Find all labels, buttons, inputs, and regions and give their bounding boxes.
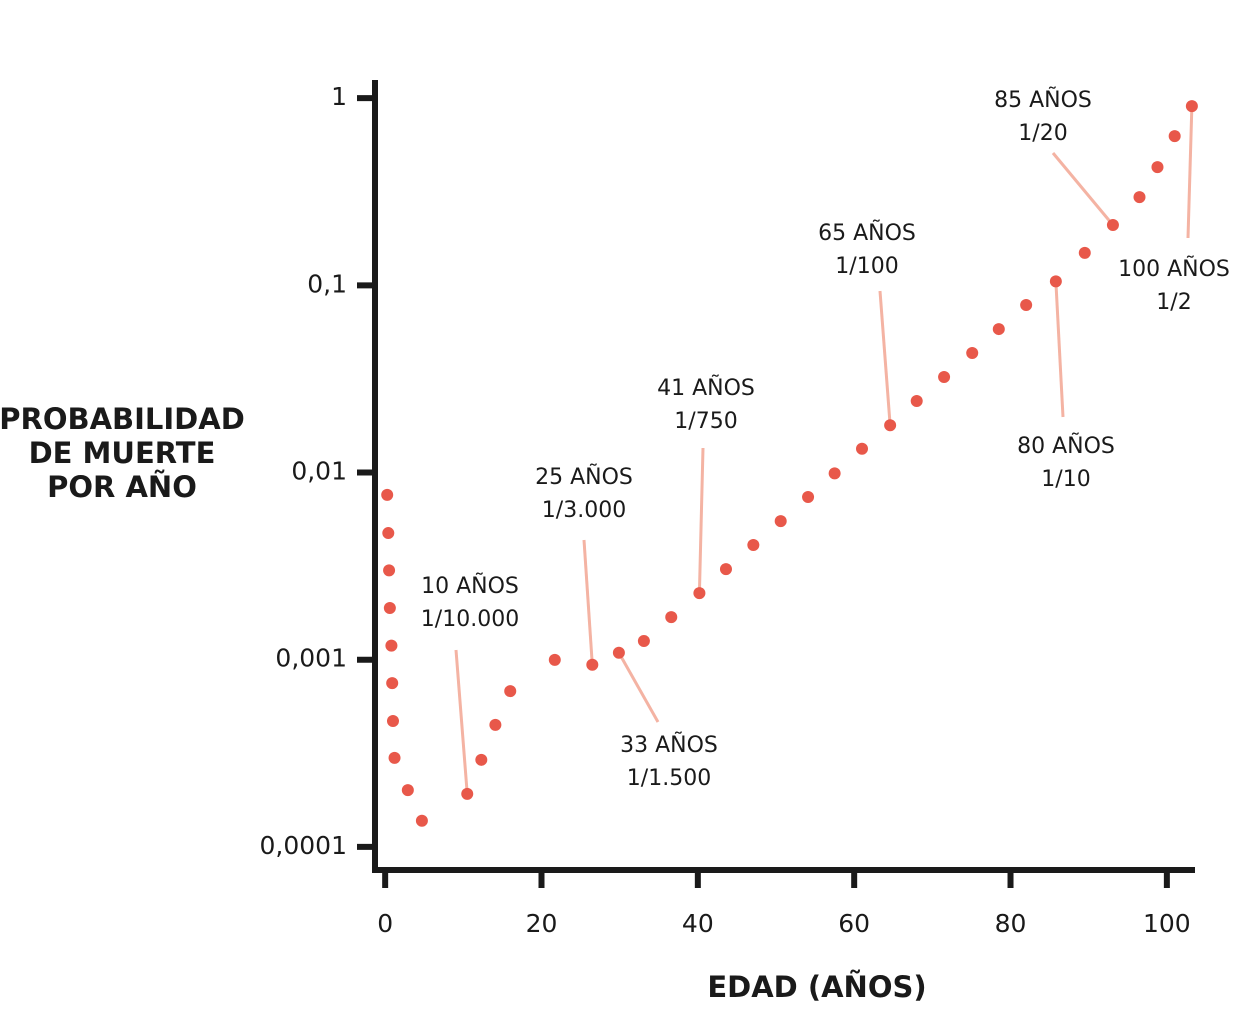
annotation: 1/20	[1018, 121, 1067, 146]
point	[381, 488, 394, 501]
leader-line	[617, 651, 660, 723]
point	[774, 515, 787, 528]
x-tick-label: 20	[526, 909, 558, 938]
point	[1168, 130, 1181, 143]
annotation: 1/1.500	[627, 766, 711, 791]
leader-line	[697, 447, 705, 594]
annotation: 33 AÑOS	[620, 731, 718, 758]
point	[388, 751, 401, 764]
annotation: 10 AÑOS	[421, 572, 519, 599]
x-axis-label: EDAD (AÑOS)	[707, 970, 926, 1004]
point	[415, 814, 428, 827]
point	[386, 677, 399, 690]
annotation: 85 AÑOS	[994, 86, 1092, 113]
annotation: 1/3.000	[542, 498, 626, 523]
annotation: 1/750	[674, 409, 737, 434]
annotation: 80 AÑOS	[1017, 432, 1115, 459]
point	[385, 639, 398, 652]
point	[747, 539, 760, 552]
point	[489, 718, 502, 731]
point	[966, 347, 979, 360]
leader-line	[454, 649, 469, 795]
x-tick-label: 100	[1143, 909, 1191, 938]
annotation: 1/100	[835, 254, 898, 279]
point	[1106, 219, 1119, 232]
annotation: 25 AÑOS	[535, 463, 633, 490]
leader-line	[1186, 106, 1194, 239]
point	[637, 634, 650, 647]
point	[828, 467, 841, 480]
point	[383, 564, 396, 577]
point	[910, 395, 923, 408]
annotation: 41 AÑOS	[657, 374, 755, 401]
leader-line	[1051, 152, 1115, 226]
point	[475, 753, 488, 766]
annotation: 1/10	[1041, 467, 1090, 492]
annotation: 1/2	[1156, 290, 1191, 315]
point	[693, 587, 706, 600]
x-tick-label: 40	[682, 909, 714, 938]
point	[1078, 246, 1091, 259]
y-tick-label: 1	[331, 82, 347, 111]
x-tick-label: 0	[377, 909, 393, 938]
annotation: 1/10.000	[421, 607, 519, 632]
annotation: 100 AÑOS	[1118, 255, 1230, 282]
point	[383, 601, 396, 614]
point	[401, 784, 414, 797]
leader-line	[878, 290, 892, 426]
point	[884, 419, 897, 432]
point	[548, 653, 561, 666]
point	[382, 527, 395, 540]
leader-line	[582, 539, 594, 665]
point	[504, 685, 517, 698]
y-tick-label: 0,1	[307, 269, 347, 298]
point	[802, 491, 815, 504]
y-axis-label: PROBABILIDAD	[0, 402, 245, 436]
y-axis-label: DE MUERTE	[29, 436, 216, 470]
point	[1151, 161, 1164, 174]
point	[1133, 191, 1146, 204]
x-tick-label: 60	[838, 909, 870, 938]
annotation: 65 AÑOS	[818, 219, 916, 246]
point	[1049, 275, 1062, 288]
point	[992, 323, 1005, 336]
point	[1185, 100, 1198, 113]
point	[855, 442, 868, 455]
point	[461, 787, 474, 800]
point	[719, 563, 732, 576]
point	[612, 646, 625, 659]
leader-line	[1054, 281, 1065, 418]
point	[386, 714, 399, 727]
y-tick-label: 0,0001	[260, 831, 347, 860]
point	[938, 370, 951, 383]
y-tick-label: 0,001	[275, 644, 347, 673]
point	[586, 658, 599, 671]
point	[1020, 299, 1033, 312]
x-tick-label: 80	[995, 909, 1027, 938]
point	[665, 611, 678, 624]
y-tick-label: 0,01	[291, 457, 347, 486]
y-axis-label: POR AÑO	[47, 470, 197, 504]
